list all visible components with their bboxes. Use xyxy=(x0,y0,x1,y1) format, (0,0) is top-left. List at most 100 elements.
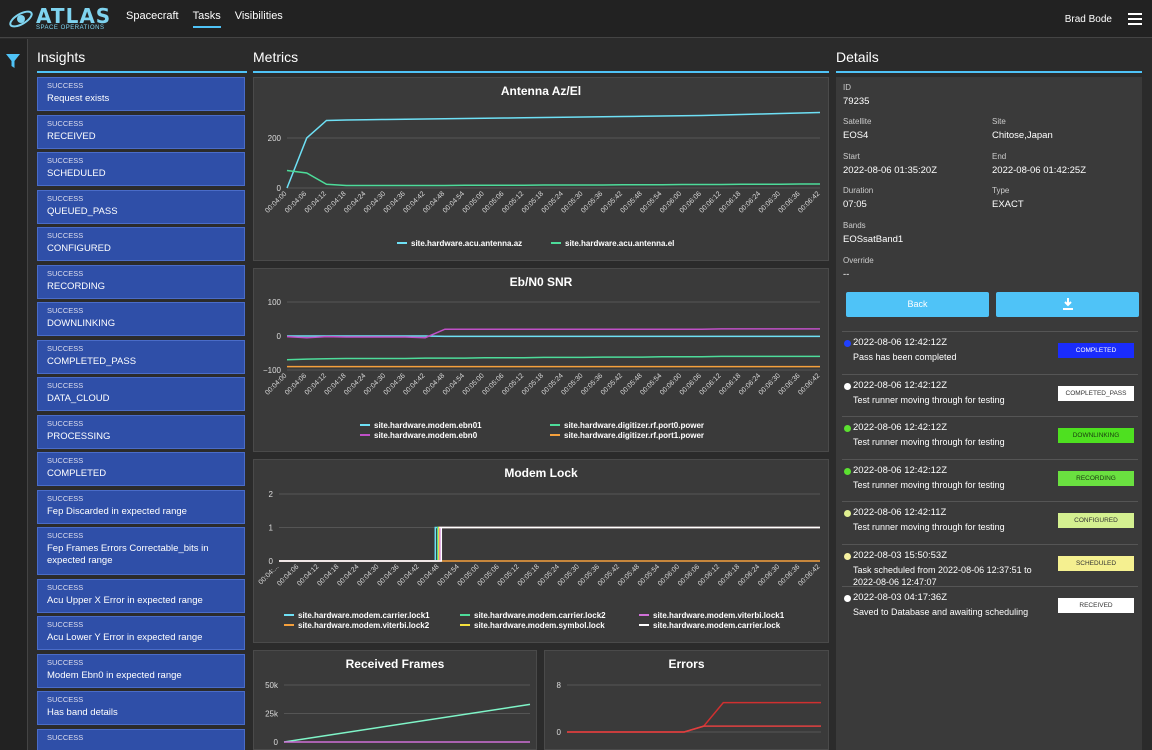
status-dot-icon xyxy=(844,425,851,432)
chart-received-frames: Received Frames 50k 25k 0 xyxy=(253,650,537,750)
snr-chart-svg: 1000−10000:04:0000:04:0600:04:1200:04:18… xyxy=(263,298,822,440)
insight-status: SUCCESS xyxy=(47,193,84,203)
atlas-logo[interactable]: ATLAS SPACE OPERATIONS xyxy=(6,4,110,34)
status-dot-icon xyxy=(844,595,851,602)
filter-icon[interactable] xyxy=(5,53,21,69)
event-time: 2022-08-06 12:42:12Z xyxy=(853,337,948,348)
legend-label: site.hardware.acu.antenna.el xyxy=(565,239,674,248)
x-tick-label: 00:06:42 xyxy=(797,190,821,214)
series-line xyxy=(286,355,820,361)
insight-name: Acu Upper X Error in expected range xyxy=(47,594,203,606)
insight-status: SUCCESS xyxy=(47,118,84,128)
status-dot-icon xyxy=(844,510,851,517)
y-tick-label: 25k xyxy=(265,710,279,719)
id-value: 79235 xyxy=(843,96,870,107)
details-title: Details xyxy=(836,49,879,65)
antenna-chart-svg: 200000:04:0000:04:0600:04:1200:04:1800:0… xyxy=(264,111,821,248)
logo-text: ATLAS xyxy=(36,4,112,28)
legend-label: site.hardware.digitizer.rf.port0.power xyxy=(564,421,704,430)
y-tick-label: 8 xyxy=(557,681,562,690)
start-value: 2022-08-06 01:35:20Z xyxy=(843,165,938,176)
insight-name: COMPLETED_PASS xyxy=(47,355,137,367)
event-message: Test runner moving through for testing xyxy=(853,394,1005,405)
insight-card[interactable]: SUCCESS Acu Upper X Error in expected ran… xyxy=(37,578,245,613)
y-tick-label: 0 xyxy=(557,728,562,737)
insight-status: SUCCESS xyxy=(47,418,84,428)
insight-card[interactable]: SUCCESS DOWNLINKING xyxy=(37,302,245,336)
insight-name: PROCESSING xyxy=(47,430,111,442)
insight-card[interactable]: SUCCESS xyxy=(37,728,245,750)
insight-status: SUCCESS xyxy=(47,231,84,240)
insight-card[interactable]: SUCCESS QUEUED_PASS xyxy=(37,189,245,224)
insight-card[interactable]: SUCCESS DATA_CLOUD xyxy=(37,377,245,411)
insight-card[interactable]: SUCCESS Has band details xyxy=(37,691,245,725)
series-line xyxy=(279,526,820,562)
series-line xyxy=(286,111,821,189)
insight-card[interactable]: SUCCESS SCHEDULED xyxy=(37,152,245,186)
insight-card[interactable]: SUCCESS Fep Discarded in expected range xyxy=(37,489,245,524)
insight-name: Fep Frames Errors Correctable_bits in ex… xyxy=(47,543,209,567)
insight-name: SCHEDULED xyxy=(47,168,106,179)
insight-card[interactable]: SUCCESS COMPLETED xyxy=(37,452,245,486)
back-button[interactable]: Back xyxy=(846,292,989,317)
legend-label: site.hardware.digitizer.rf.port1.power xyxy=(564,431,704,440)
insight-card[interactable]: SUCCESS Acu Lower Y Error in expected ran… xyxy=(37,616,245,650)
insight-name: Has band details xyxy=(47,707,118,718)
insight-card[interactable]: SUCCESS Modem Ebn0 in expected range xyxy=(37,653,245,688)
insight-name: DOWNLINKING xyxy=(47,318,116,329)
atlas-orbit-icon xyxy=(9,10,33,28)
nav-tasks[interactable]: Tasks xyxy=(192,10,221,28)
event-time: 2022-08-06 12:42:12Z xyxy=(853,379,948,391)
event-time: 2022-08-06 12:42:12Z xyxy=(853,464,948,476)
insight-name: RECORDING xyxy=(47,280,106,292)
details-panel: ID 79235 Satellite EOS4 Site Chitose,Jap… xyxy=(836,77,1142,750)
insight-card[interactable]: SUCCESS CONFIGURED xyxy=(37,227,245,261)
site-label: Site xyxy=(992,117,1006,126)
download-icon xyxy=(1062,298,1073,310)
y-tick-label: 50k xyxy=(265,681,279,690)
insight-card[interactable]: SUCCESS Fep Frames Errors Correctable_bit… xyxy=(37,527,245,575)
y-tick-label: 0 xyxy=(269,557,274,566)
series-line xyxy=(279,526,820,562)
chart-title: Antenna Az/El xyxy=(500,84,582,98)
bands-label: Bands xyxy=(843,221,866,230)
status-badge: COMPLETED_PASS xyxy=(1058,385,1134,401)
end-label: End xyxy=(992,152,1007,161)
event-message: Test runner moving through for testing xyxy=(853,522,1005,532)
chart-title: Eb/N0 SNR xyxy=(509,275,573,289)
user-name[interactable]: Brad Bode xyxy=(1064,14,1112,25)
event-time: 2022-08-03 04:17:36Z xyxy=(853,592,948,603)
nav-visibilities[interactable]: Visibilities xyxy=(234,10,283,22)
status-badge: SCHEDULED xyxy=(1058,555,1134,571)
insight-status: SUCCESS xyxy=(47,493,84,503)
event-message: Pass has been completed xyxy=(853,352,957,362)
insight-name: RECEIVED xyxy=(47,130,96,142)
status-dot-icon xyxy=(844,382,851,390)
y-tick-label: 100 xyxy=(268,298,282,307)
event-item: 2022-08-06 12:42:12Z Test runner moving t… xyxy=(842,416,1138,458)
status-badge: CONFIGURED xyxy=(1058,513,1134,528)
status-badge: DOWNLINKING xyxy=(1058,428,1134,443)
legend-label: site.hardware.modem.viterbi.lock2 xyxy=(298,621,430,630)
series-line xyxy=(286,328,820,339)
insight-status: SUCCESS xyxy=(47,732,84,742)
y-tick-label: 200 xyxy=(268,134,282,143)
site-value: Chitose,Japan xyxy=(992,130,1053,141)
chart-antenna-az-el: Antenna Az/El 200 0 00:04:00 00:04:06 00:04:… xyxy=(253,77,829,261)
satellite-value: EOS4 xyxy=(843,130,869,141)
download-button[interactable] xyxy=(996,292,1139,317)
hamburger-menu-icon[interactable] xyxy=(1128,13,1142,25)
series-line xyxy=(567,701,821,733)
series-line xyxy=(286,169,820,187)
insight-card[interactable]: SUCCESS COMPLETED_PASS xyxy=(37,339,245,374)
y-tick-label: −100 xyxy=(263,366,282,375)
status-badge: RECORDING xyxy=(1058,470,1134,486)
insight-card[interactable]: SUCCESS RECEIVED xyxy=(37,114,245,149)
insight-card[interactable]: SUCCESS Request exists xyxy=(37,77,245,111)
nav-spacecraft[interactable]: Spacecraft xyxy=(126,10,179,22)
insight-card[interactable]: SUCCESS PROCESSING xyxy=(37,414,245,449)
insight-card[interactable]: SUCCESS RECORDING xyxy=(37,264,245,299)
bands-value: EOSsatBand1 xyxy=(843,234,904,245)
duration-label: Duration xyxy=(843,186,874,195)
